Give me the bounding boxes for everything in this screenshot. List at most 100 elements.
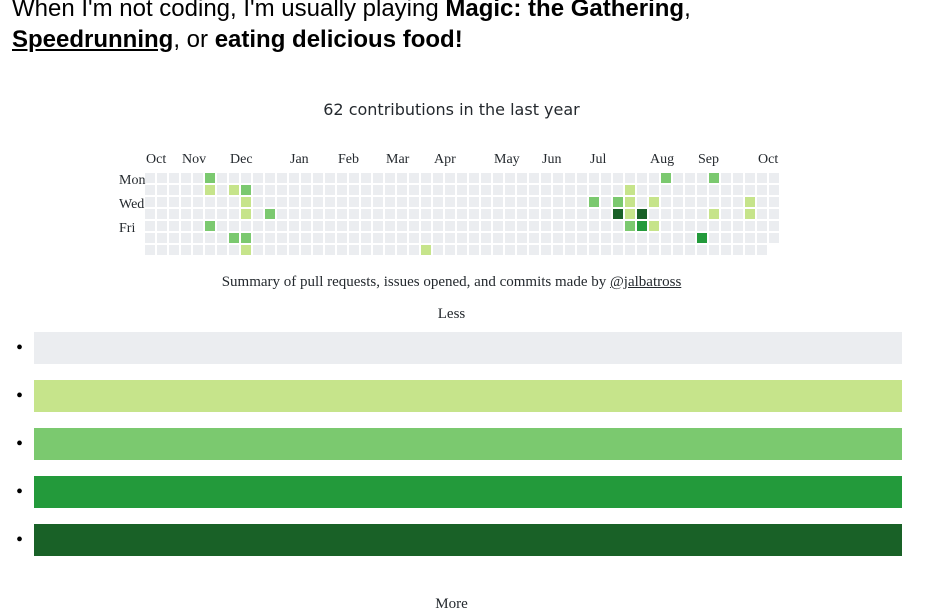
- contribution-day: [373, 233, 383, 243]
- month-label: Jan: [290, 152, 309, 167]
- contribution-day: [589, 221, 599, 231]
- contribution-day: [301, 173, 311, 183]
- contribution-day: [673, 185, 683, 195]
- contribution-day: [265, 209, 275, 219]
- contribution-day: [421, 221, 431, 231]
- contribution-day: [277, 233, 287, 243]
- contribution-day: [757, 233, 767, 243]
- contribution-day: [577, 233, 587, 243]
- legend-swatch: [34, 380, 902, 412]
- contribution-day: [577, 245, 587, 255]
- contribution-day: [205, 173, 215, 183]
- contribution-day: [481, 245, 491, 255]
- contribution-day: [769, 233, 779, 243]
- contribution-day: [769, 197, 779, 207]
- contribution-day: [349, 173, 359, 183]
- hobby-speedrunning-link[interactable]: Speedrunning: [12, 26, 174, 53]
- contribution-day: [181, 197, 191, 207]
- contribution-day: [181, 221, 191, 231]
- contribution-day: [589, 209, 599, 219]
- contribution-day: [229, 173, 239, 183]
- contribution-day: [637, 197, 647, 207]
- contribution-day: [457, 233, 467, 243]
- contribution-day: [685, 245, 695, 255]
- contribution-day: [421, 197, 431, 207]
- contribution-day: [385, 221, 395, 231]
- contribution-day: [625, 233, 635, 243]
- contribution-day: [325, 197, 335, 207]
- contribution-day: [409, 245, 419, 255]
- month-label: Mar: [386, 152, 410, 167]
- contribution-day: [745, 197, 755, 207]
- month-label: Oct: [146, 152, 166, 167]
- contribution-day: [145, 233, 155, 243]
- contribution-day: [349, 185, 359, 195]
- contribution-day: [613, 173, 623, 183]
- contribution-day: [229, 221, 239, 231]
- contribution-day: [169, 209, 179, 219]
- contribution-day: [745, 221, 755, 231]
- contribution-day: [385, 245, 395, 255]
- contribution-day: [277, 197, 287, 207]
- contribution-day: [601, 173, 611, 183]
- contribution-day: [769, 209, 779, 219]
- contribution-day: [721, 185, 731, 195]
- contribution-day: [253, 221, 263, 231]
- contribution-day: [493, 209, 503, 219]
- bullet-icon: •: [16, 433, 24, 455]
- contribution-day: [529, 185, 539, 195]
- contribution-day: [361, 221, 371, 231]
- contribution-day: [637, 173, 647, 183]
- contribution-day: [565, 173, 575, 183]
- contribution-day: [325, 173, 335, 183]
- contribution-day: [145, 245, 155, 255]
- contribution-day: [505, 209, 515, 219]
- month-label: Feb: [338, 152, 359, 167]
- contribution-day: [145, 209, 155, 219]
- contribution-day: [157, 221, 167, 231]
- contribution-day: [517, 185, 527, 195]
- contribution-day: [193, 197, 203, 207]
- contribution-day: [493, 173, 503, 183]
- month-label: Jun: [542, 152, 561, 167]
- contribution-day: [229, 233, 239, 243]
- contribution-day: [277, 173, 287, 183]
- contribution-day: [457, 197, 467, 207]
- contribution-day: [553, 221, 563, 231]
- contribution-day: [685, 197, 695, 207]
- contribution-day: [721, 245, 731, 255]
- contribution-day: [541, 245, 551, 255]
- contribution-day: [361, 233, 371, 243]
- contribution-day: [469, 245, 479, 255]
- contribution-day: [469, 209, 479, 219]
- contribution-day: [205, 197, 215, 207]
- contribution-day: [637, 185, 647, 195]
- contribution-day: [673, 233, 683, 243]
- contribution-day: [277, 245, 287, 255]
- contribution-day: [169, 245, 179, 255]
- contribution-day: [181, 185, 191, 195]
- contribution-day: [553, 245, 563, 255]
- contribution-day: [301, 197, 311, 207]
- contribution-day: [709, 233, 719, 243]
- contribution-day: [409, 209, 419, 219]
- contribution-day: [397, 209, 407, 219]
- contribution-legend: • • • • •: [16, 332, 902, 572]
- contribution-day: [709, 209, 719, 219]
- contribution-day: [685, 173, 695, 183]
- contribution-day: [385, 209, 395, 219]
- contribution-day: [493, 221, 503, 231]
- contribution-day: [385, 185, 395, 195]
- contribution-day: [193, 185, 203, 195]
- contribution-day: [205, 209, 215, 219]
- contribution-day: [181, 173, 191, 183]
- contribution-day: [169, 173, 179, 183]
- contribution-day: [433, 245, 443, 255]
- contribution-day: [661, 209, 671, 219]
- contribution-day: [565, 233, 575, 243]
- contribution-day: [493, 197, 503, 207]
- user-link[interactable]: @jalbatross: [609, 274, 682, 290]
- contribution-day: [169, 221, 179, 231]
- month-label: Oct: [758, 152, 778, 167]
- legend-level: •: [16, 524, 902, 556]
